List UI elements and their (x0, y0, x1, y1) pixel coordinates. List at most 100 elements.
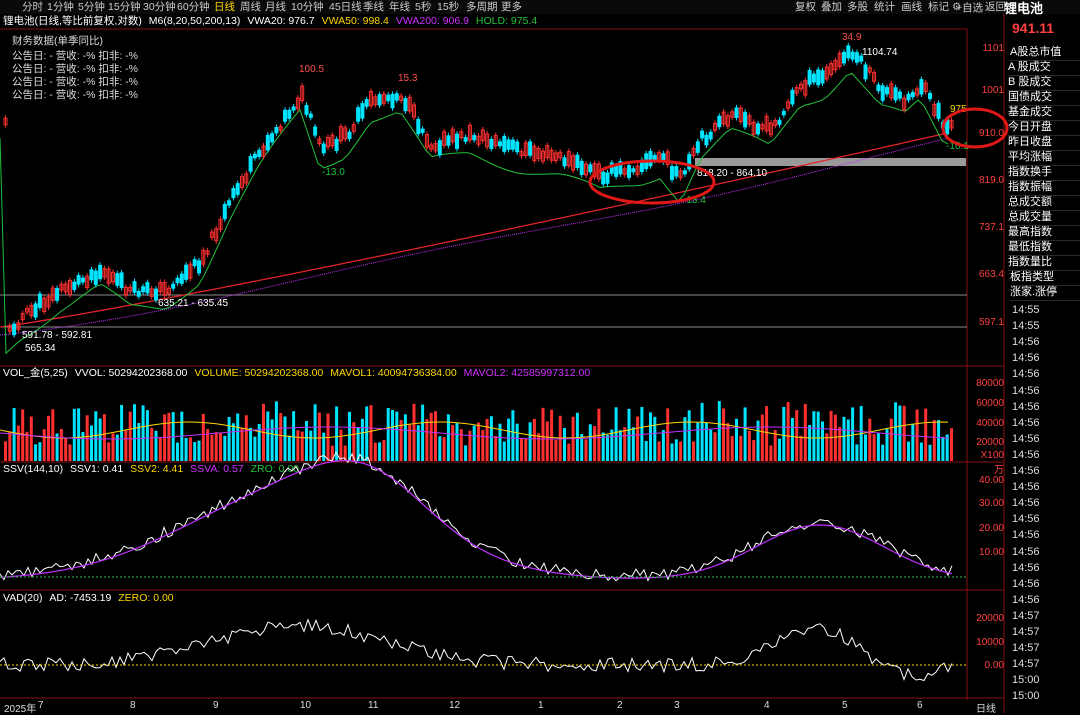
range-label: 635.21 - 635.45 (158, 298, 228, 309)
period-tab-year[interactable]: 年线 (389, 1, 410, 13)
multi-stock-button[interactable]: 多股 (847, 1, 868, 13)
period-tab-weekly[interactable]: 周线 (240, 1, 261, 13)
tick-time: 14:57 (1012, 642, 1040, 655)
volume-bar (231, 423, 235, 461)
sidebar-stat-12[interactable]: 最高指数 (1008, 225, 1080, 241)
candle-body (867, 67, 872, 73)
sidebar-stat-7[interactable]: 平均涨幅 (1008, 150, 1080, 166)
volume-bar (223, 435, 227, 461)
candle-body (407, 96, 412, 112)
trough-label: -13.4 (683, 195, 706, 206)
sidebar-stat-0[interactable]: A股总市值 (1010, 45, 1080, 61)
candle-body (485, 133, 490, 148)
candle-body (674, 166, 679, 177)
volume-bar (894, 402, 898, 461)
candle-body (106, 268, 111, 284)
volume-bar (786, 402, 790, 461)
mark-button[interactable]: 标记 (928, 1, 949, 13)
volume-bar (769, 445, 773, 461)
period-tab-45day[interactable]: 45日线 (329, 1, 362, 13)
candle-body (287, 109, 292, 119)
tick-time: 14:56 (1012, 593, 1040, 606)
candle-body (519, 151, 524, 157)
volume-bar (666, 408, 670, 461)
volume-bar (580, 434, 584, 461)
period-tab-quarter[interactable]: 季线 (363, 1, 384, 13)
volume-bar (442, 437, 446, 461)
tick-time: 15:00 (1012, 674, 1040, 687)
candle-body (498, 141, 502, 147)
candle-body (648, 150, 653, 167)
more-button[interactable]: 更多 (501, 1, 522, 13)
candle-body (442, 131, 447, 146)
vad-axis-label: 0.00 (984, 660, 1004, 671)
candle-body (433, 143, 438, 152)
finance-row: 公告日: - 营收: -% 扣非: -% (12, 50, 138, 62)
volume-bar (864, 434, 867, 461)
sidebar-stat-3[interactable]: 国债成交 (1008, 90, 1080, 106)
period-tab-30min[interactable]: 30分钟 (143, 1, 176, 13)
volume-bar (38, 442, 42, 461)
stats-button[interactable]: 统计 (874, 1, 895, 13)
sidebar-stat-9[interactable]: 指数振幅 (1008, 180, 1080, 196)
candle-body (811, 73, 816, 83)
overlay-button[interactable]: 叠加 (821, 1, 842, 13)
sidebar-stat-10[interactable]: 总成交额 (1008, 195, 1080, 211)
back-button[interactable]: 返回 (985, 1, 1006, 13)
volume-bar (176, 442, 179, 461)
candle-body (665, 151, 670, 166)
period-tab-5sec[interactable]: 5秒 (415, 1, 432, 13)
candle-body (37, 293, 42, 308)
candle-body (859, 55, 864, 62)
period-tab-60min[interactable]: 60分钟 (177, 1, 210, 13)
finance-row: 公告日: - 营收: -% 扣非: -% (12, 63, 138, 75)
volume-bar (365, 406, 369, 461)
candle-body (532, 145, 537, 162)
restore-rights-button[interactable]: 复权 (795, 1, 816, 13)
period-tab-fenshi[interactable]: 分时 (22, 1, 43, 13)
volume-bar (373, 442, 377, 461)
sidebar-stat-16[interactable]: 涨家.涨停 (1010, 285, 1080, 301)
candle-body (781, 110, 786, 116)
candle-body (541, 150, 545, 162)
draw-line-button[interactable]: 画线 (901, 1, 922, 13)
sidebar-stat-2[interactable]: B 股成交 (1008, 75, 1080, 91)
candle-body (42, 297, 47, 313)
sidebar-stat-6[interactable]: 昨日收盘 (1008, 135, 1080, 151)
candle-body (536, 147, 541, 160)
candle-body (300, 85, 305, 101)
sidebar-stat-8[interactable]: 指数换手 (1008, 165, 1080, 181)
candle-body (691, 148, 696, 157)
period-tab-10min[interactable]: 10分钟 (291, 1, 324, 13)
volume-bar (838, 427, 842, 461)
period-tab-daily[interactable]: 日线 (214, 1, 235, 13)
volume-axis-label: 80000 (976, 378, 1004, 389)
sidebar-stat-15[interactable]: 板指类型 (1010, 270, 1080, 286)
volume-bar (735, 418, 738, 461)
candle-body (455, 133, 459, 149)
sidebar-stat-13[interactable]: 最低指数 (1008, 240, 1080, 256)
candle-body (330, 134, 335, 147)
candle-body (313, 126, 318, 136)
period-tab-monthly[interactable]: 月线 (265, 1, 286, 13)
period-tab-1min[interactable]: 1分钟 (47, 1, 74, 13)
candle-body (751, 121, 756, 135)
candle-body (20, 313, 25, 321)
period-tab-15sec[interactable]: 15秒 (437, 1, 460, 13)
sidebar-stat-5[interactable]: 今日开盘 (1008, 120, 1080, 136)
volume-bar (464, 445, 468, 461)
x-axis-label: 4 (764, 700, 770, 711)
period-tab-5min[interactable]: 5分钟 (78, 1, 105, 13)
sidebar-stat-14[interactable]: 指数量比 (1008, 255, 1080, 271)
sidebar-stat-4[interactable]: 基金成交 (1008, 105, 1080, 121)
add-watchlist-button[interactable]: +自选 (956, 2, 984, 14)
sidebar-stat-11[interactable]: 总成交量 (1008, 210, 1080, 226)
sidebar-stat-1[interactable]: A 股成交 (1008, 60, 1080, 76)
period-tab-15min[interactable]: 15分钟 (108, 1, 141, 13)
volume-bar (25, 431, 29, 461)
x-axis-label: 9 (213, 700, 219, 711)
candle-body (429, 144, 434, 150)
settings-icon[interactable]: ⚙ (952, 1, 962, 13)
period-tab-multi[interactable]: 多周期 (466, 1, 498, 13)
